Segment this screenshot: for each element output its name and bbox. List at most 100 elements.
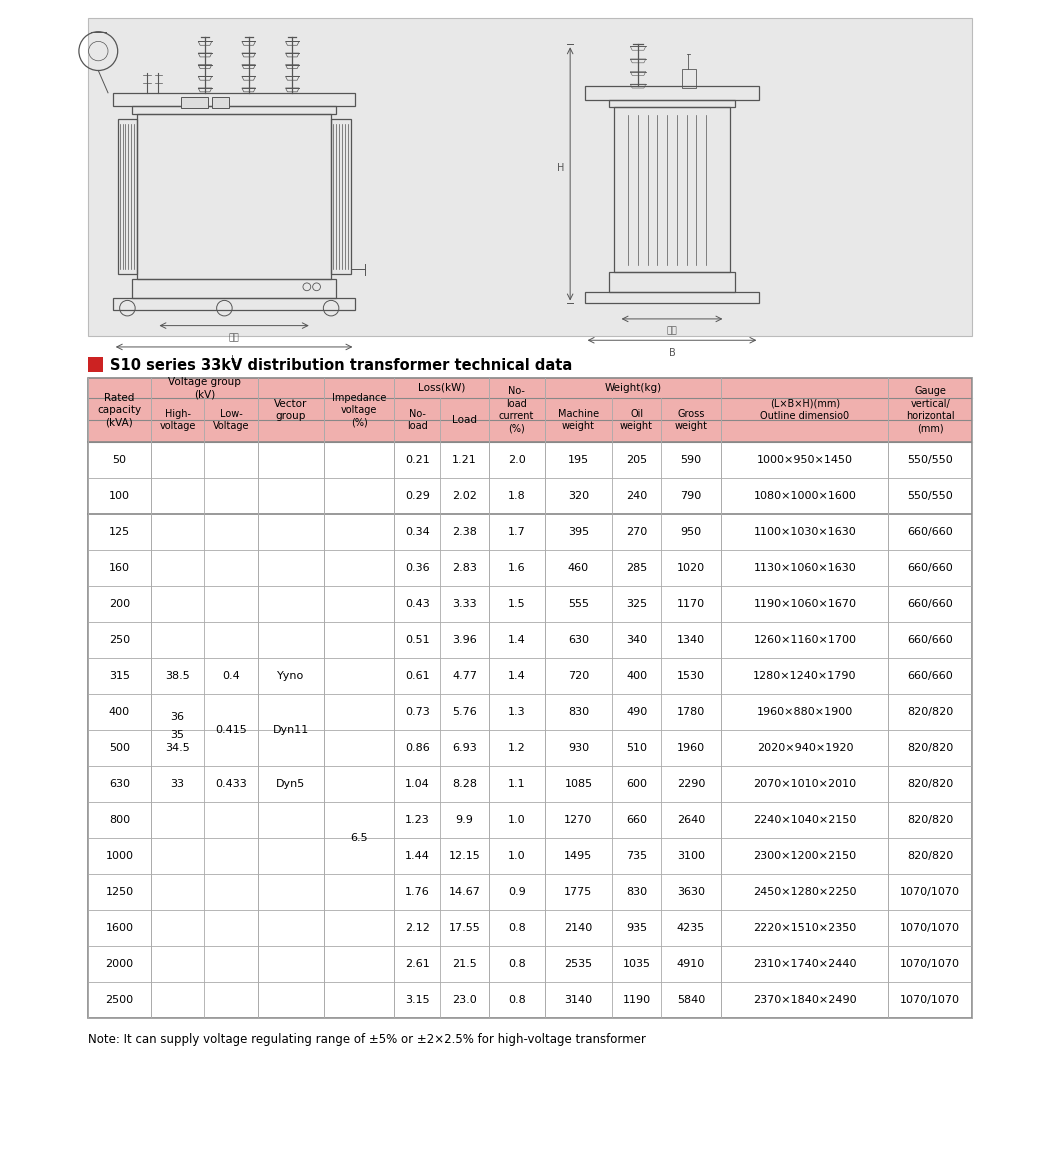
Bar <box>331 119 351 274</box>
Text: 200: 200 <box>109 599 130 609</box>
Text: 2000: 2000 <box>105 958 134 969</box>
Text: 240: 240 <box>626 491 648 501</box>
Text: 820/820: 820/820 <box>907 707 953 717</box>
Bar <box>88 694 972 730</box>
Text: 1190: 1190 <box>622 995 651 1005</box>
Text: 3.15: 3.15 <box>405 995 429 1005</box>
Text: 2310×1740×2440: 2310×1740×2440 <box>754 958 856 969</box>
Bar <box>88 838 972 874</box>
Text: 160: 160 <box>109 563 130 573</box>
Text: 2290: 2290 <box>677 779 705 789</box>
Text: 555: 555 <box>568 599 589 609</box>
Text: 270: 270 <box>626 527 648 538</box>
Bar <box>88 357 103 372</box>
Bar <box>88 982 972 1018</box>
Bar <box>88 658 972 694</box>
Text: 400: 400 <box>109 707 130 717</box>
Text: 0.4: 0.4 <box>222 670 240 681</box>
Text: 820/820: 820/820 <box>907 743 953 753</box>
Text: 8.28: 8.28 <box>453 779 477 789</box>
Bar <box>88 909 972 946</box>
Text: 4910: 4910 <box>677 958 705 969</box>
Text: 6.93: 6.93 <box>453 743 477 753</box>
Bar <box>88 874 972 909</box>
Text: Impedance
voltage
(%): Impedance voltage (%) <box>332 393 387 428</box>
Text: 1170: 1170 <box>677 599 705 609</box>
Text: 660/660: 660/660 <box>907 635 953 645</box>
Text: 1080×1000×1600: 1080×1000×1600 <box>754 491 856 501</box>
Bar <box>88 802 972 838</box>
Text: Low-
Voltage: Low- Voltage <box>213 409 249 431</box>
Text: 2070×1010×2010: 2070×1010×2010 <box>754 779 856 789</box>
Text: 2535: 2535 <box>564 958 593 969</box>
Text: No-
load
current
(%): No- load current (%) <box>499 386 534 434</box>
Text: 34.5: 34.5 <box>165 743 190 753</box>
Text: 50: 50 <box>112 455 126 465</box>
Bar <box>585 292 759 303</box>
Text: 460: 460 <box>568 563 589 573</box>
Text: 2140: 2140 <box>564 923 593 933</box>
Bar <box>88 378 972 1018</box>
Text: 2450×1280×2250: 2450×1280×2250 <box>754 887 856 897</box>
Text: Gauge
vertical/
horizontal
(mm): Gauge vertical/ horizontal (mm) <box>906 386 955 434</box>
Bar <box>112 298 355 310</box>
Text: 1020: 1020 <box>677 563 705 573</box>
Text: 1780: 1780 <box>677 707 705 717</box>
Text: 125: 125 <box>109 527 130 538</box>
Bar <box>88 621 972 658</box>
Text: 735: 735 <box>626 851 647 861</box>
Text: L: L <box>231 354 236 365</box>
Text: 3140: 3140 <box>564 995 593 1005</box>
Text: 1.21: 1.21 <box>453 455 477 465</box>
Text: 820/820: 820/820 <box>907 851 953 861</box>
Text: Yyno: Yyno <box>278 670 304 681</box>
Text: 1.44: 1.44 <box>405 851 429 861</box>
Text: 590: 590 <box>681 455 702 465</box>
Text: 510: 510 <box>626 743 647 753</box>
Bar <box>88 378 972 442</box>
Text: 2.83: 2.83 <box>453 563 477 573</box>
Text: 2.61: 2.61 <box>405 958 429 969</box>
Text: 315: 315 <box>109 670 130 681</box>
Text: 1000: 1000 <box>106 851 134 861</box>
Text: 0.21: 0.21 <box>405 455 429 465</box>
Bar <box>132 279 336 298</box>
Text: 935: 935 <box>626 923 647 933</box>
Text: 1130×1060×1630: 1130×1060×1630 <box>754 563 856 573</box>
Text: 1.4: 1.4 <box>508 670 526 681</box>
Text: 1495: 1495 <box>564 851 593 861</box>
Text: S10 series 33kV distribution transformer technical data: S10 series 33kV distribution transformer… <box>110 358 572 372</box>
Text: 0.36: 0.36 <box>405 563 429 573</box>
Text: 14.67: 14.67 <box>448 887 480 897</box>
Text: 4.77: 4.77 <box>453 670 477 681</box>
Text: 3630: 3630 <box>677 887 705 897</box>
Text: 36: 36 <box>171 712 184 723</box>
Text: 0.86: 0.86 <box>405 743 429 753</box>
Text: 1530: 1530 <box>677 670 705 681</box>
Text: Dyn5: Dyn5 <box>277 779 305 789</box>
Bar <box>614 107 730 273</box>
Text: 1250: 1250 <box>105 887 134 897</box>
Text: Voltage group
(kV): Voltage group (kV) <box>167 377 241 399</box>
Text: 1190×1060×1670: 1190×1060×1670 <box>754 599 856 609</box>
Text: 400: 400 <box>626 670 647 681</box>
Text: 660/660: 660/660 <box>907 599 953 609</box>
Text: Dyn11: Dyn11 <box>272 725 308 735</box>
Text: 4235: 4235 <box>677 923 705 933</box>
Bar <box>88 730 972 766</box>
Text: 1270: 1270 <box>564 815 593 826</box>
Bar <box>88 586 972 621</box>
Text: 395: 395 <box>568 527 589 538</box>
Text: 660: 660 <box>626 815 647 826</box>
Text: 3100: 3100 <box>677 851 705 861</box>
Text: 1960: 1960 <box>677 743 705 753</box>
Text: 1085: 1085 <box>564 779 593 789</box>
Text: 12.15: 12.15 <box>448 851 480 861</box>
Text: High-
voltage: High- voltage <box>159 409 196 431</box>
Text: 1070/1070: 1070/1070 <box>900 923 960 933</box>
Text: 2.38: 2.38 <box>453 527 477 538</box>
Text: 0.9: 0.9 <box>508 887 526 897</box>
Text: 35: 35 <box>171 730 184 740</box>
Text: Note: It can supply voltage regulating range of ±5% or ±2×2.5% for high-voltage : Note: It can supply voltage regulating r… <box>88 1033 646 1046</box>
Text: Rated
capacity
(kVA): Rated capacity (kVA) <box>98 393 142 428</box>
